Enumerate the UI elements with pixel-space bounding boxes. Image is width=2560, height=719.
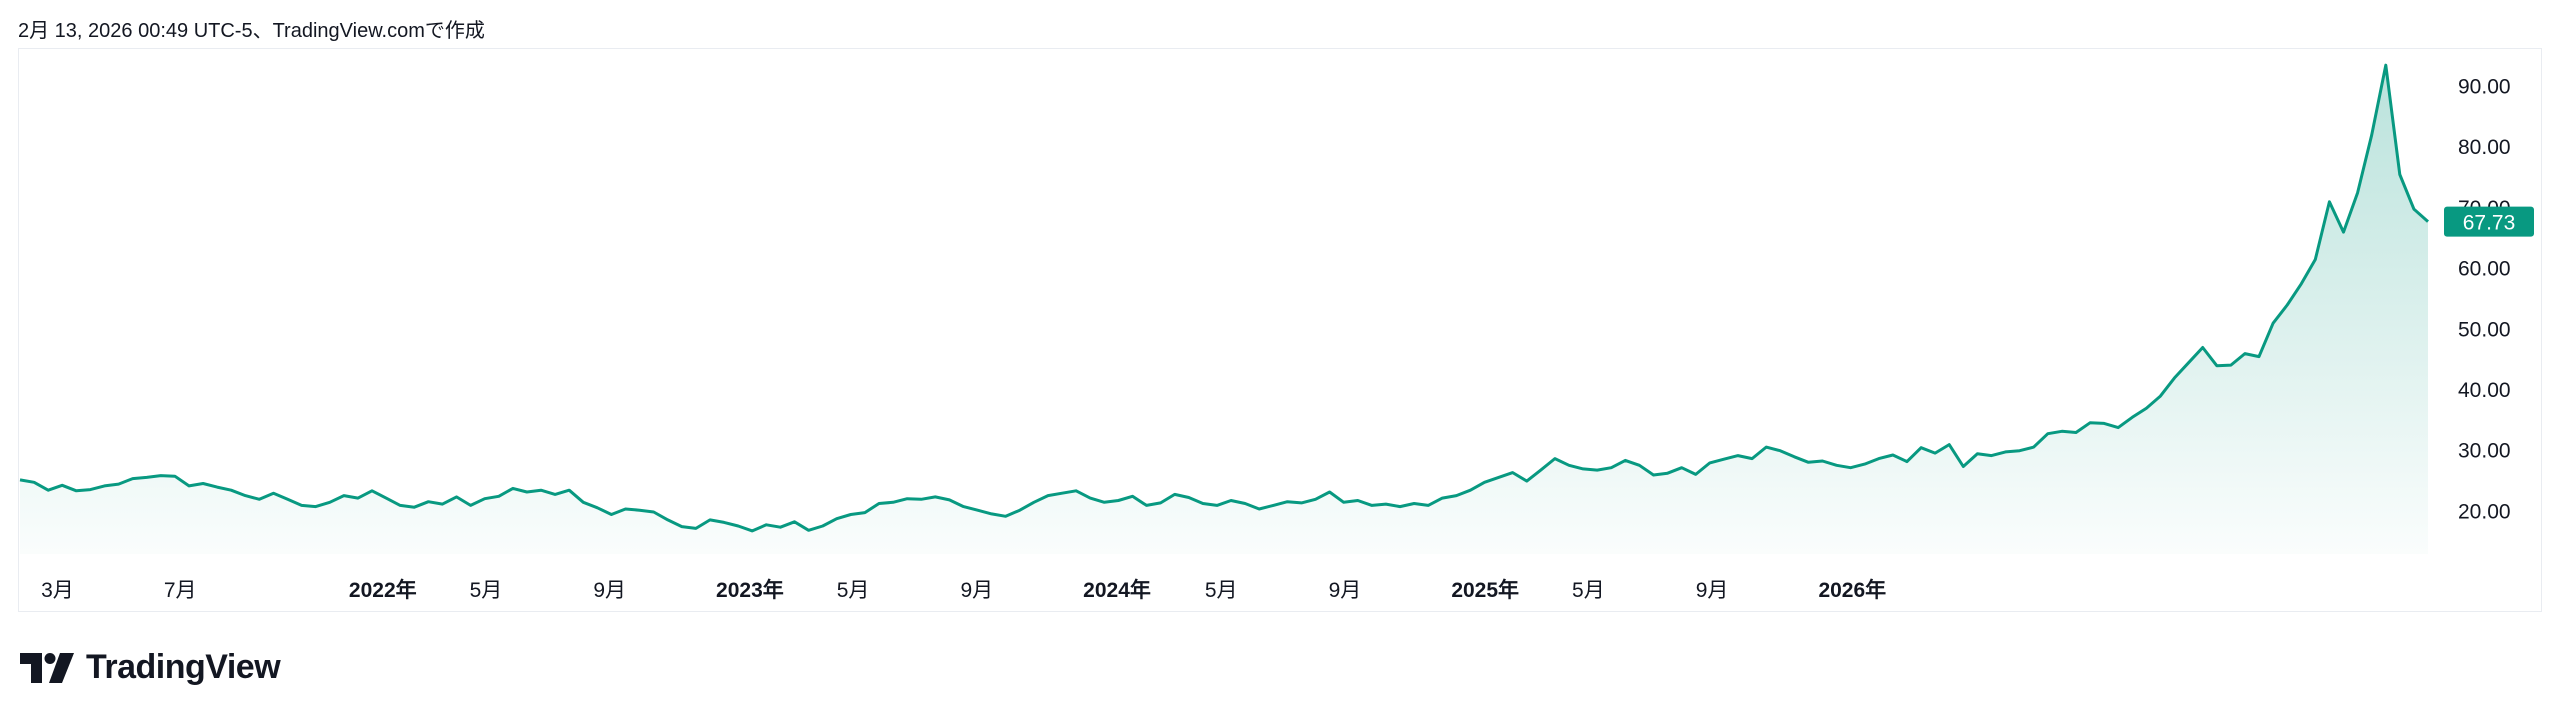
y-tick-label: 60.00 [2458, 258, 2511, 281]
price-chart[interactable]: 20.0030.0040.0050.0060.0070.0080.0090.00… [0, 0, 2560, 640]
last-value-text: 67.73 [2463, 212, 2516, 235]
tradingview-logo[interactable]: TradingView [20, 648, 281, 687]
x-tick-label: 5月 [837, 579, 870, 602]
y-tick-label: 80.00 [2458, 136, 2511, 159]
x-axis: 3月 7月 2022年 5月 9月 2023年 5月 9月 2024年 5月 9月 2025年 5月 9月… [41, 578, 1886, 602]
x-tick-label: 2023年 [716, 578, 784, 602]
x-tick-label: 5月 [1572, 579, 1605, 602]
y-tick-label: 90.00 [2458, 75, 2511, 98]
x-tick-label: 9月 [960, 579, 993, 602]
y-tick-label: 50.00 [2458, 318, 2511, 341]
brand-name: TradingView [86, 648, 281, 686]
price-line [19, 63, 2429, 533]
tradingview-logo-icon [20, 652, 74, 683]
x-tick-label: 2025年 [1451, 578, 1519, 602]
x-tick-label: 9月 [1696, 579, 1729, 602]
area-fill [20, 65, 2428, 554]
chart-caption: 2月 13, 2026 00:49 UTC-5、TradingView.comで… [18, 20, 485, 42]
x-tick-label: 2026年 [1818, 578, 1886, 602]
x-tick-label: 9月 [593, 579, 626, 602]
y-tick-label: 30.00 [2458, 440, 2511, 463]
x-tick-label: 3月 [41, 579, 74, 602]
x-tick-label: 9月 [1329, 579, 1362, 602]
y-tick-label: 20.00 [2458, 500, 2511, 523]
x-tick-label: 7月 [164, 579, 197, 602]
x-tick-label: 5月 [470, 579, 503, 602]
x-tick-label: 2022年 [349, 578, 417, 602]
last-value-label: 67.73 [2444, 206, 2534, 237]
last-value-badge [2444, 206, 2534, 237]
x-tick-label: 5月 [1205, 579, 1238, 602]
y-tick-label: 40.00 [2458, 379, 2511, 402]
x-tick-label: 2024年 [1083, 578, 1151, 602]
chart-frame[interactable] [18, 48, 2542, 612]
plot-area [19, 63, 2429, 554]
